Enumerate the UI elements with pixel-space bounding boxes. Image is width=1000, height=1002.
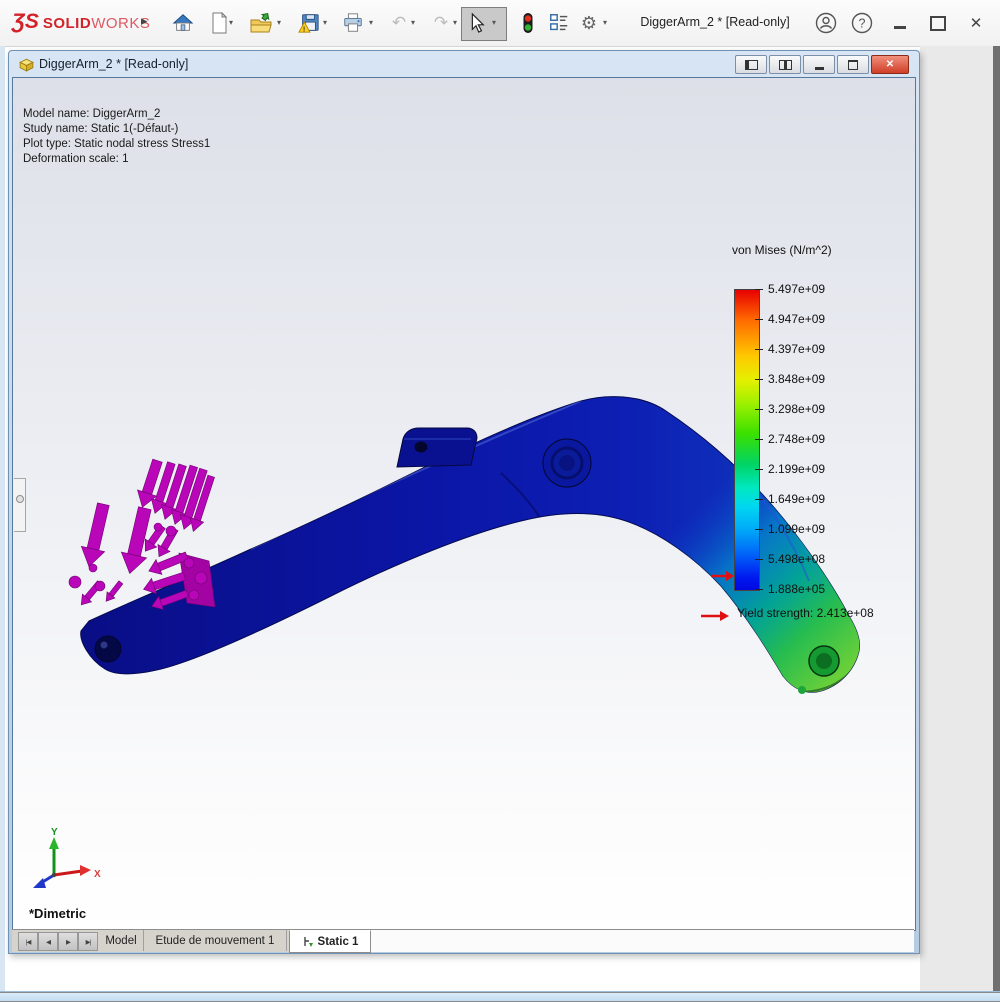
plot-type-line: Plot type: Static nodal stress Stress1 <box>23 138 211 150</box>
feature-manager-splitter[interactable] <box>14 478 26 532</box>
doc-close-button[interactable]: ✕ <box>871 55 909 74</box>
user-account-icon[interactable] <box>814 12 838 34</box>
solidworks-logo: ƷS SOLID WORKS <box>12 10 151 33</box>
tab-nav-first-icon[interactable]: |◀ <box>18 932 38 951</box>
static-study-icon <box>303 936 313 947</box>
part-document-icon <box>19 58 34 72</box>
legend-tick: 4.947e+09 <box>755 311 825 327</box>
ds-logo-glyph: ƷS <box>12 10 39 33</box>
tab-nav-prev-icon[interactable]: ◀ <box>38 932 58 951</box>
boom-top-bracket <box>396 427 478 468</box>
undo-icon[interactable]: ↶ <box>391 13 407 32</box>
print-dropdown[interactable]: ▾ <box>369 18 374 27</box>
legend-tick: 5.497e+09 <box>755 281 825 297</box>
select-tool-pressed <box>461 7 507 41</box>
tab-model[interactable]: Model <box>99 930 144 951</box>
status-bar <box>0 991 1000 1002</box>
maximize-button[interactable] <box>926 12 950 34</box>
doc-minimize-button[interactable] <box>803 55 835 74</box>
print-icon[interactable] <box>340 10 366 36</box>
close-button[interactable]: ✕ <box>969 15 983 32</box>
main-toolbar: ƷS SOLID WORKS ▸ ▾ ▾ ! ▾ ▾ ↶ ▾ ↷ ▾ ▾ ⚙ ▾… <box>0 0 1000 47</box>
open-icon[interactable] <box>248 10 274 36</box>
load-arrows <box>68 458 216 611</box>
tab-motion-study[interactable]: Etude de mouvement 1 <box>144 930 287 951</box>
tab-nav-next-icon[interactable]: ▶ <box>58 932 78 951</box>
legend-tick: 1.649e+09 <box>755 491 825 507</box>
options-gear-icon[interactable]: ⚙ <box>580 12 598 33</box>
select-cursor-dropdown[interactable]: ▾ <box>492 18 497 27</box>
model-name-line: Model name: DiggerArm_2 <box>23 108 161 120</box>
legend-tick: 3.848e+09 <box>755 371 825 387</box>
traffic-light-icon[interactable] <box>515 10 541 36</box>
select-cursor-icon[interactable] <box>463 10 489 36</box>
redo-icon[interactable]: ↷ <box>433 13 449 32</box>
doc-restore-button[interactable] <box>837 55 869 74</box>
axis-y-label: Y <box>51 827 58 838</box>
splitter-handle-dot <box>16 495 24 503</box>
legend-tick: 3.298e+09 <box>755 401 825 417</box>
orientation-triad: Y X <box>33 827 101 888</box>
plot-info-block: Model name: DiggerArm_2 Study name: Stat… <box>23 107 210 167</box>
legend-tick: 5.498e+08 <box>755 551 825 567</box>
document-window-title: DiggerArm_2 * [Read-only] <box>39 57 189 71</box>
new-document-icon[interactable] <box>206 10 232 36</box>
study-name-line: Study name: Static 1(-Défaut-) <box>23 123 179 135</box>
axis-x-label: X <box>94 869 101 880</box>
legend-tick: 2.199e+09 <box>755 461 825 477</box>
legend-color-bar <box>734 289 760 591</box>
new-document-dropdown[interactable]: ▾ <box>229 18 234 27</box>
left-frame-strip <box>0 46 5 991</box>
app-window-title: DiggerArm_2 * [Read-only] <box>640 15 790 29</box>
options-dropdown[interactable]: ▾ <box>603 18 608 27</box>
save-dropdown[interactable]: ▾ <box>323 18 328 27</box>
legend-tick: 4.397e+09 <box>755 341 825 357</box>
tab-nav-last-icon[interactable]: ▶| <box>78 932 98 951</box>
configuration-tab-bar: |◀ ◀ ▶ ▶| Model Etude de mouvement 1 Sta… <box>12 929 914 953</box>
home-icon[interactable] <box>170 10 196 36</box>
legend-pointer-arrows <box>701 571 734 621</box>
open-dropdown[interactable]: ▾ <box>277 18 282 27</box>
minimize-button[interactable] <box>888 12 912 34</box>
redo-dropdown[interactable]: ▾ <box>453 18 458 27</box>
legend-tick: 1.099e+09 <box>755 521 825 537</box>
task-pane-edge[interactable] <box>993 46 1000 991</box>
task-pane-area <box>920 46 993 991</box>
legend-title: von Mises (N/m^2) <box>732 243 832 257</box>
help-icon[interactable]: ? <box>850 12 874 34</box>
deformation-line: Deformation scale: 1 <box>23 153 129 165</box>
yield-strength-label: Yield strength: 2.413e+08 <box>737 606 874 620</box>
legend-tick: 1.888e+05 <box>755 581 825 597</box>
undo-dropdown[interactable]: ▾ <box>411 18 416 27</box>
document-window: DiggerArm_2 * [Read-only] ✕ <box>8 50 920 954</box>
tab-static-study[interactable]: Static 1 <box>289 930 371 953</box>
model-3d-view[interactable]: Y X <box>13 78 915 929</box>
view-orientation-label: *Dimetric <box>29 906 87 921</box>
pane-left-button[interactable] <box>735 55 767 74</box>
svg-text:?: ? <box>859 17 866 31</box>
legend-tick: 2.748e+09 <box>755 431 825 447</box>
pane-split-button[interactable] <box>769 55 801 74</box>
tip-pin-hole <box>94 635 122 663</box>
display-states-icon[interactable] <box>546 10 572 36</box>
svg-text:!: ! <box>303 24 305 33</box>
save-icon[interactable]: ! <box>296 10 322 36</box>
menu-flyout-arrow[interactable]: ▸ <box>141 13 148 28</box>
